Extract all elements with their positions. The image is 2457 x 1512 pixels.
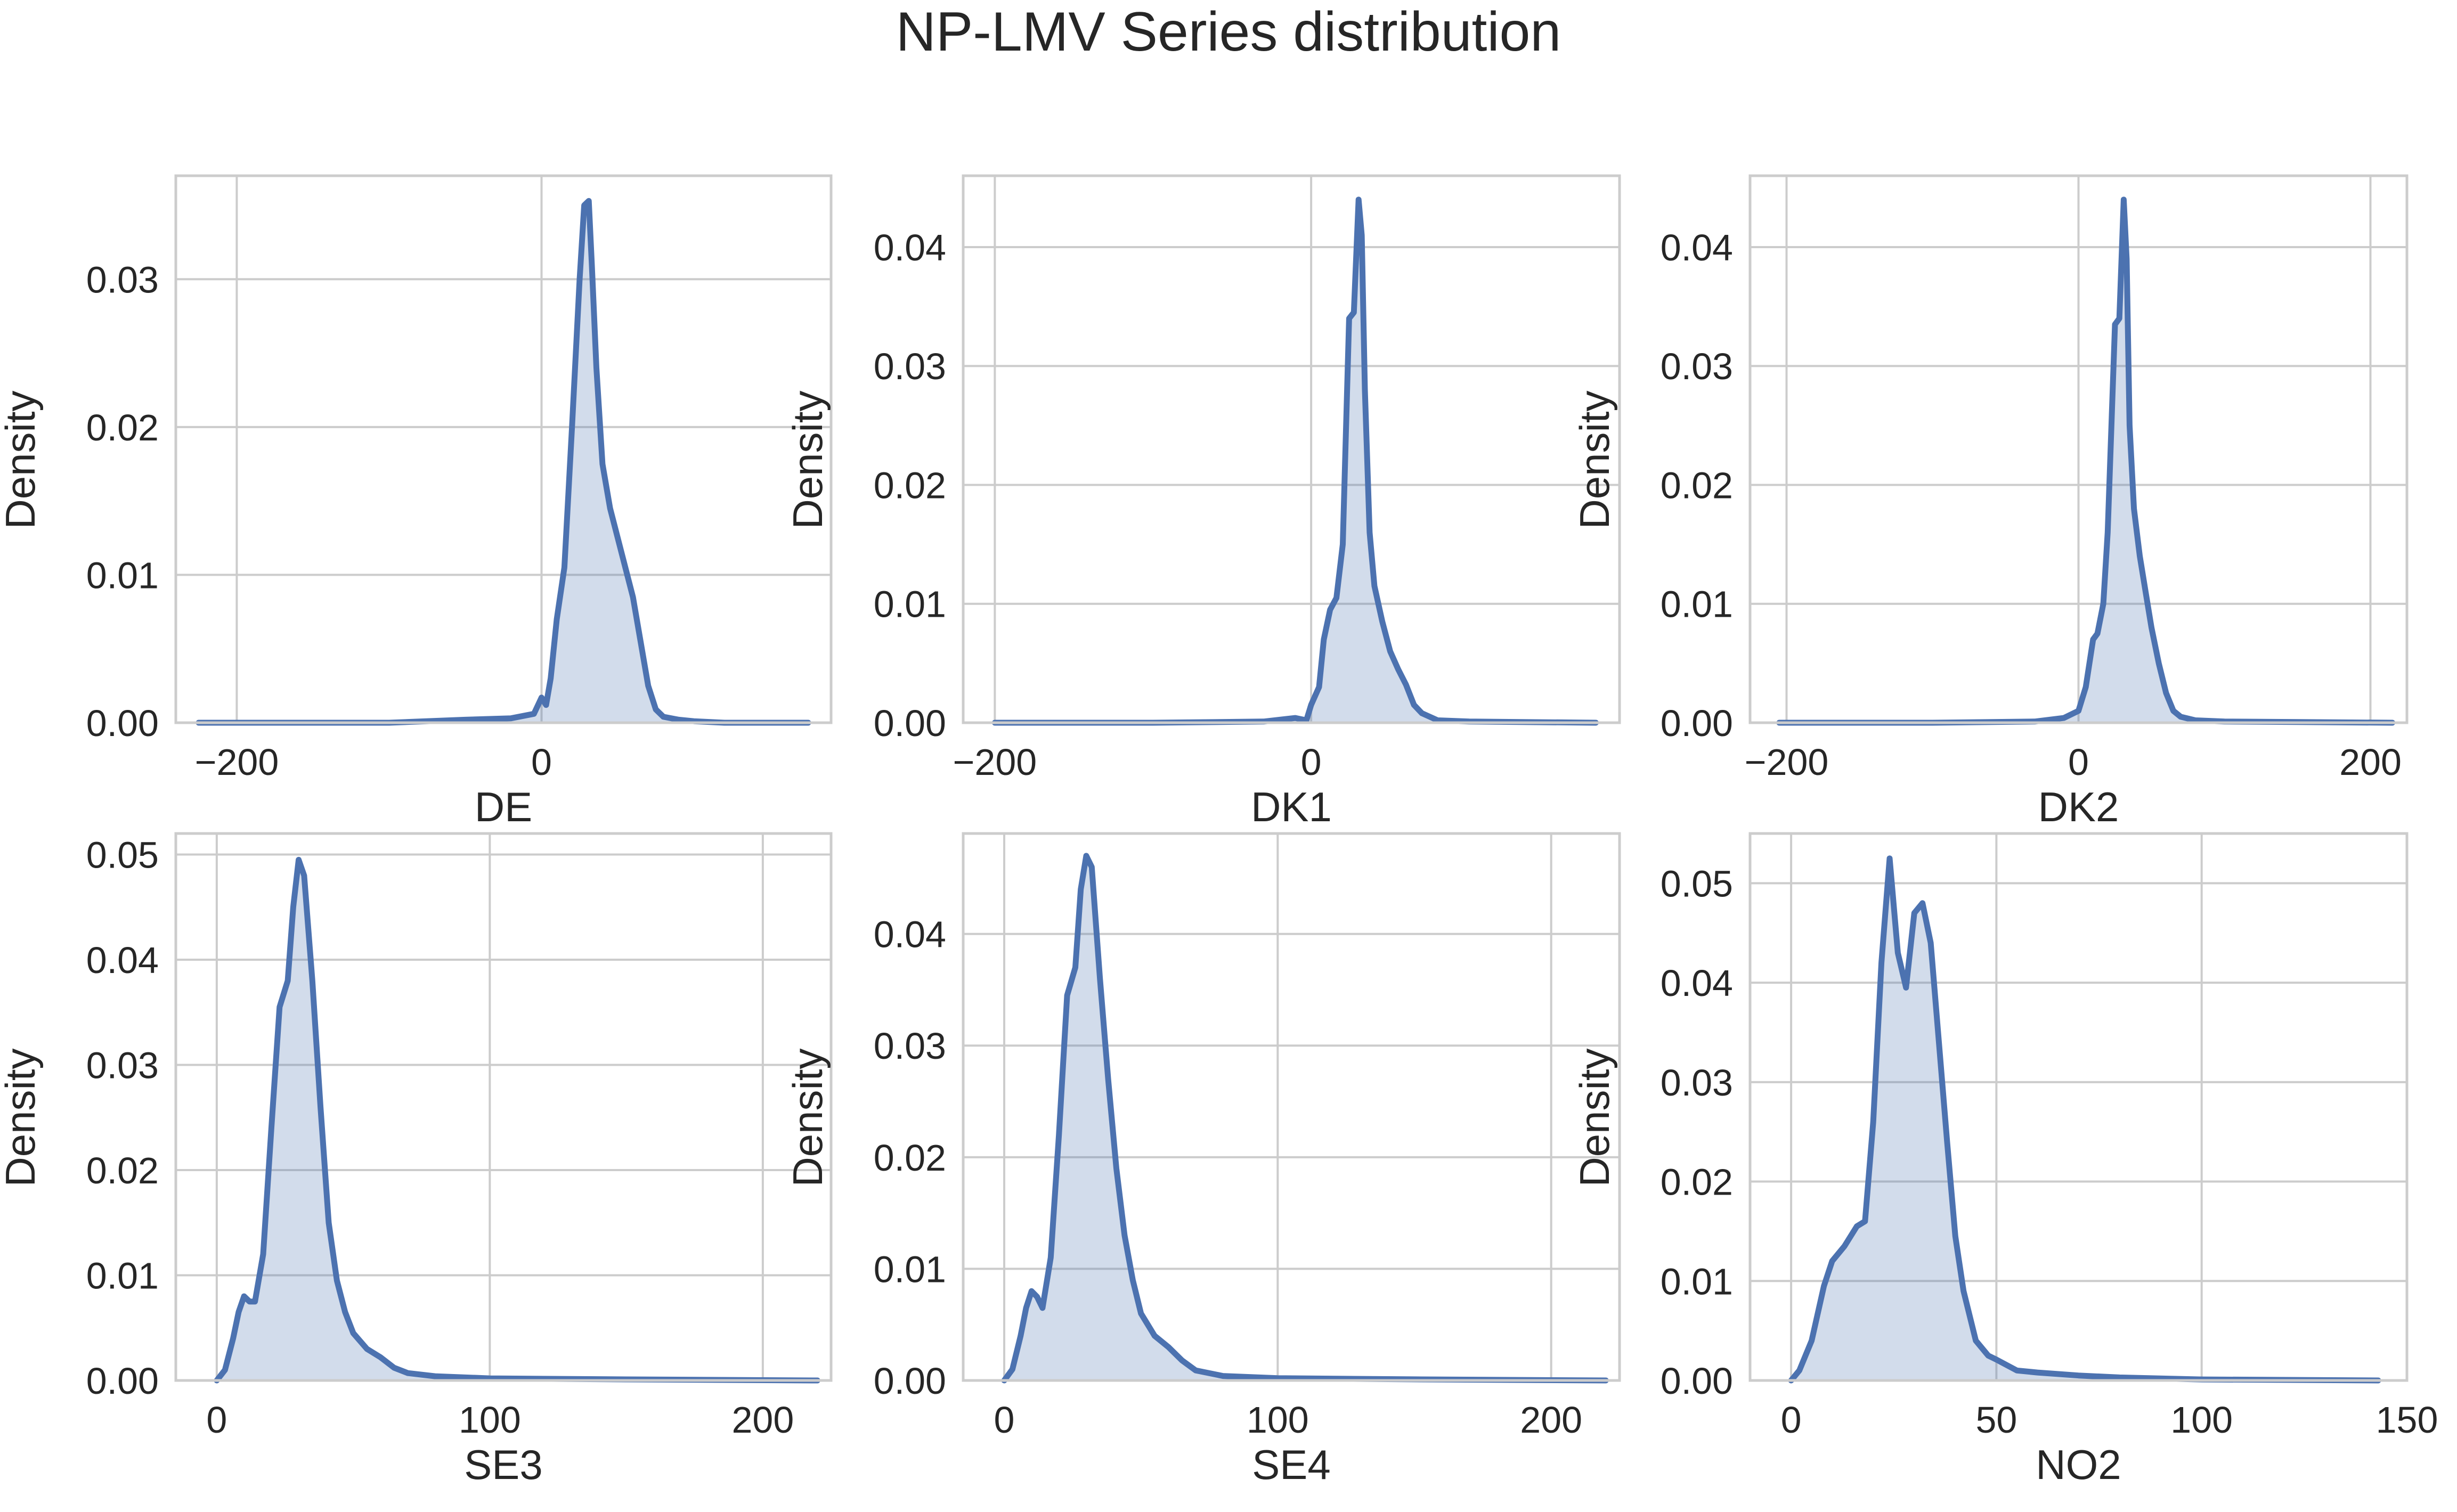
x-axis-label: NO2 xyxy=(2036,1441,2121,1488)
x-tick-label: 0 xyxy=(531,741,552,783)
density-area xyxy=(1791,858,2379,1380)
figure-title: NP-LMV Series distribution xyxy=(896,1,1561,63)
axes-frame xyxy=(1748,832,2409,1382)
x-tick-label: −200 xyxy=(195,741,279,783)
y-tick-label: 0.00 xyxy=(1661,702,1733,744)
y-tick-label: 0.02 xyxy=(874,1137,946,1179)
y-tick-label: 0.02 xyxy=(86,407,159,448)
y-tick-label: 0.01 xyxy=(86,554,159,596)
y-tick-label: 0.00 xyxy=(86,1360,159,1402)
density-line xyxy=(991,197,1599,726)
x-tick-label: 100 xyxy=(1247,1399,1309,1441)
y-tick-label: 0.03 xyxy=(86,1045,159,1086)
y-tick-label: 0.04 xyxy=(1661,227,1733,268)
y-tick-label: 0.03 xyxy=(874,1025,946,1067)
subplot-de: 0.00 0.01 0.02 0.03 −200 0DE Density xyxy=(0,174,833,830)
y-tick-label: 0.03 xyxy=(874,346,946,387)
x-axis-label: DK2 xyxy=(2038,783,2119,830)
y-tick-label: 0.05 xyxy=(1661,863,1733,904)
y-tick-label: 0.04 xyxy=(874,914,946,955)
y-tick-label: 0.04 xyxy=(86,939,159,981)
density-line xyxy=(196,198,811,726)
y-tick-label: 0.03 xyxy=(1661,1062,1733,1104)
x-tick-label: 150 xyxy=(2376,1399,2438,1441)
y-tick-label: 0.01 xyxy=(874,1248,946,1290)
y-axis-label: Density xyxy=(784,390,831,529)
y-tick-label: 0.02 xyxy=(1661,464,1733,506)
y-tick-label: 0.01 xyxy=(86,1255,159,1297)
subplot-dk2: 0.00 0.01 0.02 0.03 0.04 −200 0 200 DK2 Density xyxy=(1571,174,2409,830)
x-tick-label: −200 xyxy=(953,741,1037,783)
x-tick-label: 100 xyxy=(459,1399,521,1441)
density-area xyxy=(1004,855,1606,1380)
y-tick-label: 0.01 xyxy=(1661,1261,1733,1302)
subplot-grid: 0.000.010.020.03−200 0DEDensity0.000.010.… xyxy=(0,174,2438,1488)
density-line xyxy=(214,856,820,1384)
y-axis-label: Density xyxy=(784,1048,831,1187)
axes-frame xyxy=(962,832,1621,1382)
x-axis-label: SE3 xyxy=(464,1441,542,1488)
y-axis-label: Density xyxy=(1571,390,1618,529)
subplot-se4: 0.00 0.01 0.02 0.03 0.04 0 100 200 SE4 Density xyxy=(784,832,1621,1488)
x-tick-label: 50 xyxy=(1975,1399,2017,1441)
x-tick-label: −200 xyxy=(1745,741,1829,783)
axes-frame xyxy=(174,174,833,724)
x-tick-label: 0 xyxy=(206,1399,227,1441)
y-tick-label: 0.00 xyxy=(1661,1360,1733,1402)
y-tick-label: 0.05 xyxy=(86,835,159,876)
axes-frame xyxy=(174,832,833,1382)
y-axis-label: Density xyxy=(0,1048,44,1187)
density-line xyxy=(1776,197,2396,726)
axes-frame xyxy=(962,174,1621,724)
y-tick-label: 0.00 xyxy=(874,702,946,744)
y-tick-label: 0.02 xyxy=(1661,1162,1733,1203)
x-axis-label: DE xyxy=(475,783,532,830)
x-tick-label: 0 xyxy=(994,1399,1015,1441)
x-axis-label: DK1 xyxy=(1251,783,1332,830)
subplot-se3: 0.00 0.01 0.02 0.03 0.04 0.05 0 100 200 SE3 Densit… xyxy=(0,832,833,1488)
y-tick-label: 0.01 xyxy=(1661,584,1733,625)
y-axis-label: Density xyxy=(1571,1048,1618,1187)
y-tick-label: 0.01 xyxy=(874,584,946,625)
x-tick-label: 0 xyxy=(2068,741,2089,783)
y-tick-label: 0.03 xyxy=(1661,346,1733,387)
y-tick-label: 0.04 xyxy=(1661,962,1733,1004)
x-tick-label: 200 xyxy=(731,1399,794,1441)
y-tick-label: 0.00 xyxy=(874,1360,946,1402)
y-tick-label: 0.04 xyxy=(874,227,946,268)
y-tick-label: 0.03 xyxy=(86,259,159,300)
density-line xyxy=(1001,853,1609,1384)
y-tick-label: 0.02 xyxy=(86,1150,159,1191)
subplot-no2: 0.00 0.01 0.02 0.03 0.04 0.05 0 50 100 150 NO2 Dens… xyxy=(1571,832,2438,1488)
x-tick-label: 200 xyxy=(2339,741,2402,783)
y-axis-label: Density xyxy=(0,390,44,529)
y-tick-label: 0.00 xyxy=(86,702,159,744)
density-line xyxy=(1788,855,2381,1384)
y-tick-label: 0.02 xyxy=(874,464,946,506)
x-tick-label: 0 xyxy=(1301,741,1322,783)
x-tick-label: 100 xyxy=(2170,1399,2233,1441)
x-axis-label: SE4 xyxy=(1252,1441,1330,1488)
x-tick-label: 0 xyxy=(1781,1399,1802,1441)
density-area xyxy=(216,860,818,1380)
axes-frame xyxy=(1748,174,2409,724)
x-tick-label: 200 xyxy=(1520,1399,1582,1441)
